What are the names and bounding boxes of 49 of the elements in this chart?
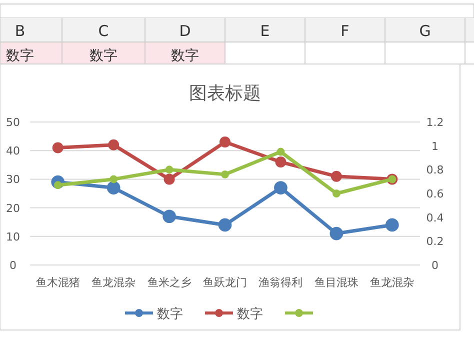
text: F <box>340 22 350 40</box>
point <box>220 136 230 148</box>
x-tick-label: 渔翁得利 <box>258 276 303 289</box>
y2-tick-label: 0.8 <box>426 164 444 177</box>
x-tick-label: 鱼木混猪 <box>36 276 80 289</box>
legend-label: 数字 <box>237 306 263 322</box>
y2-tick-label: 1 <box>432 140 438 153</box>
point <box>218 218 232 232</box>
point <box>330 170 342 182</box>
point <box>275 156 286 168</box>
chart-title: 图表标题 <box>189 83 261 104</box>
point <box>110 175 118 184</box>
point <box>274 181 288 194</box>
point <box>332 190 340 198</box>
text: B <box>14 22 26 40</box>
point <box>165 166 174 174</box>
text: G <box>419 22 431 40</box>
point <box>52 142 64 154</box>
y2-tick-label: 1.2 <box>426 116 444 129</box>
text: D <box>179 22 191 40</box>
point <box>162 210 176 224</box>
point <box>385 218 399 232</box>
point <box>276 148 285 156</box>
y-tick-label: 0 <box>10 259 16 272</box>
text: 数字 <box>171 48 199 64</box>
y2-tick-label: 0.2 <box>426 235 444 248</box>
point <box>330 226 344 240</box>
x-tick-label: 鱼目混珠 <box>314 276 358 289</box>
point <box>106 181 120 194</box>
point <box>164 174 175 185</box>
y-tick-label: 50 <box>6 116 20 129</box>
point <box>221 170 229 178</box>
y2-tick-label: 0 <box>432 259 438 272</box>
text: C <box>98 22 109 40</box>
text: 数字 <box>6 48 34 64</box>
y2-tick-label: 0.4 <box>426 211 444 224</box>
y-tick-label: 40 <box>6 144 20 158</box>
y-tick-label: 10 <box>6 230 20 244</box>
legend-label: 数字 <box>157 306 183 322</box>
y-tick-label: 20 <box>6 202 20 215</box>
x-tick-label: 鱼龙混杂 <box>92 276 136 289</box>
x-tick-label: 鱼跃龙门 <box>203 276 247 289</box>
y-tick-label: 30 <box>6 173 20 186</box>
text: E <box>260 22 270 40</box>
x-tick-label: 鱼龙混杂 <box>370 276 414 289</box>
point <box>108 139 120 150</box>
x-tick-label: 鱼米之乡 <box>147 276 192 289</box>
y2-tick-label: 0.6 <box>426 188 444 200</box>
text: 数字 <box>90 48 118 64</box>
